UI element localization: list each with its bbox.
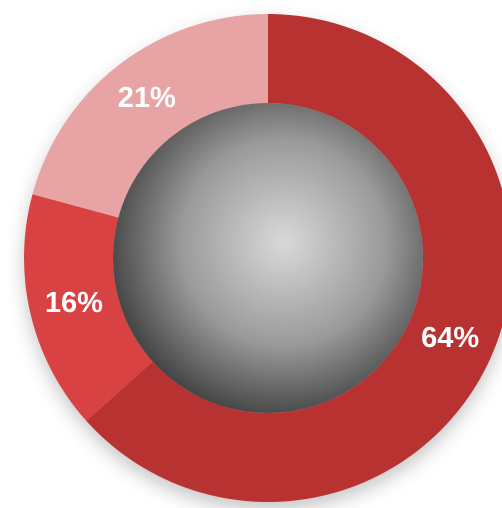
donut-segment bbox=[32, 13, 269, 218]
value-label: 16% bbox=[45, 287, 103, 319]
donut bbox=[24, 13, 502, 502]
center-photo bbox=[113, 103, 423, 413]
donut-segment bbox=[24, 194, 153, 421]
value-label: 64% bbox=[421, 322, 479, 354]
labels: 64% 16% 21% bbox=[45, 82, 480, 354]
donut-segment bbox=[86, 14, 502, 502]
value-label: 21% bbox=[118, 82, 176, 114]
